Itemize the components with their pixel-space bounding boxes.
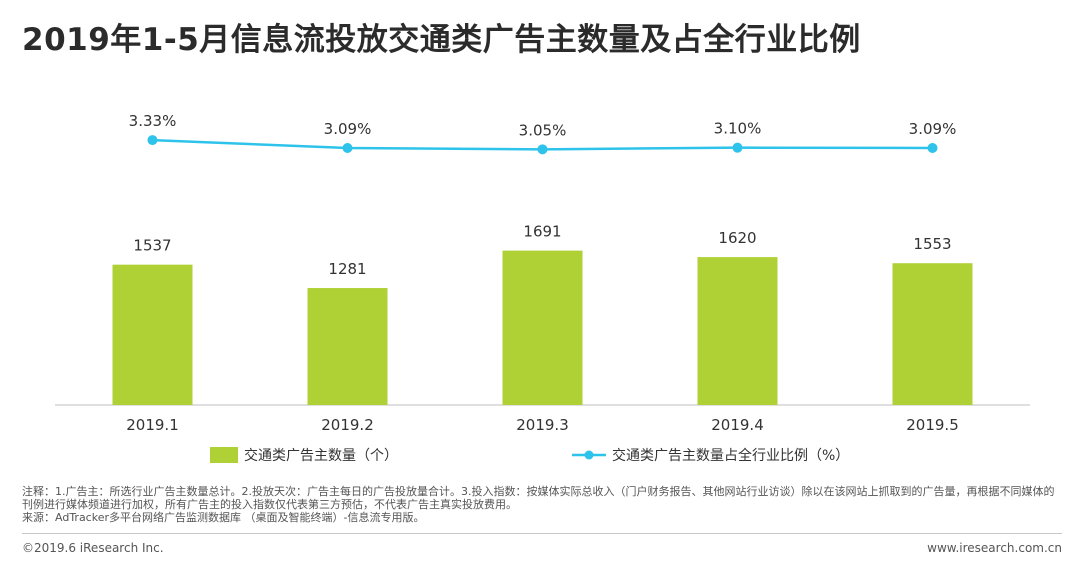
line-label: 3.33% xyxy=(129,112,177,130)
line-label: 3.09% xyxy=(909,120,957,138)
line-point xyxy=(537,144,548,155)
x-tick-label: 2019.5 xyxy=(906,416,959,434)
bar xyxy=(307,288,388,405)
legend-bar-label: 交通类广告主数量（个） xyxy=(244,447,398,464)
notes: 注释：1.广告主：所选行业广告主数量总计。2.投放天次：广告主每日的广告投放量合… xyxy=(22,485,1062,524)
line-label: 3.09% xyxy=(324,120,372,138)
line-point xyxy=(342,143,353,153)
x-tick-label: 2019.1 xyxy=(126,416,179,434)
bar-label: 1553 xyxy=(913,235,951,253)
bar-label: 1691 xyxy=(523,223,561,241)
bar-label: 1537 xyxy=(133,237,171,255)
line-label: 3.05% xyxy=(519,121,567,139)
source-line: 来源：AdTracker多平台网络广告监测数据库 （桌面及智能终端）-信息流专用… xyxy=(22,511,425,524)
line-point xyxy=(147,135,158,146)
legend-line-label: 交通类广告主数量占全行业比例（%） xyxy=(612,447,849,464)
notes-line: 注释：1.广告主：所选行业广告主数量总计。2.投放天次：广告主每日的广告投放量合… xyxy=(22,485,1055,511)
x-tick-label: 2019.3 xyxy=(516,416,569,434)
bar-label: 1281 xyxy=(328,260,366,278)
x-tick-label: 2019.2 xyxy=(321,416,374,434)
combo-chart: 1537 2019.1 1281 2019.2 1691 2019.3 1620 2019.4… xyxy=(55,112,1030,464)
bar xyxy=(697,257,778,405)
website-link[interactable]: www.iresearch.com.cn xyxy=(927,541,1062,555)
legend-bar-swatch xyxy=(210,447,238,463)
legend-line-marker xyxy=(584,450,594,460)
x-tick-label: 2019.4 xyxy=(711,416,764,434)
line-point xyxy=(927,143,938,153)
bar xyxy=(892,263,973,405)
bar xyxy=(502,250,583,405)
bar-label: 1620 xyxy=(718,229,756,247)
bar xyxy=(112,264,193,405)
line-label: 3.10% xyxy=(714,120,762,138)
footer-divider xyxy=(22,533,1062,534)
copyright: ©2019.6 iResearch Inc. xyxy=(22,541,164,555)
page-title: 2019年1-5月信息流投放交通类广告主数量及占全行业比例 xyxy=(22,22,861,58)
line-point xyxy=(732,142,743,153)
